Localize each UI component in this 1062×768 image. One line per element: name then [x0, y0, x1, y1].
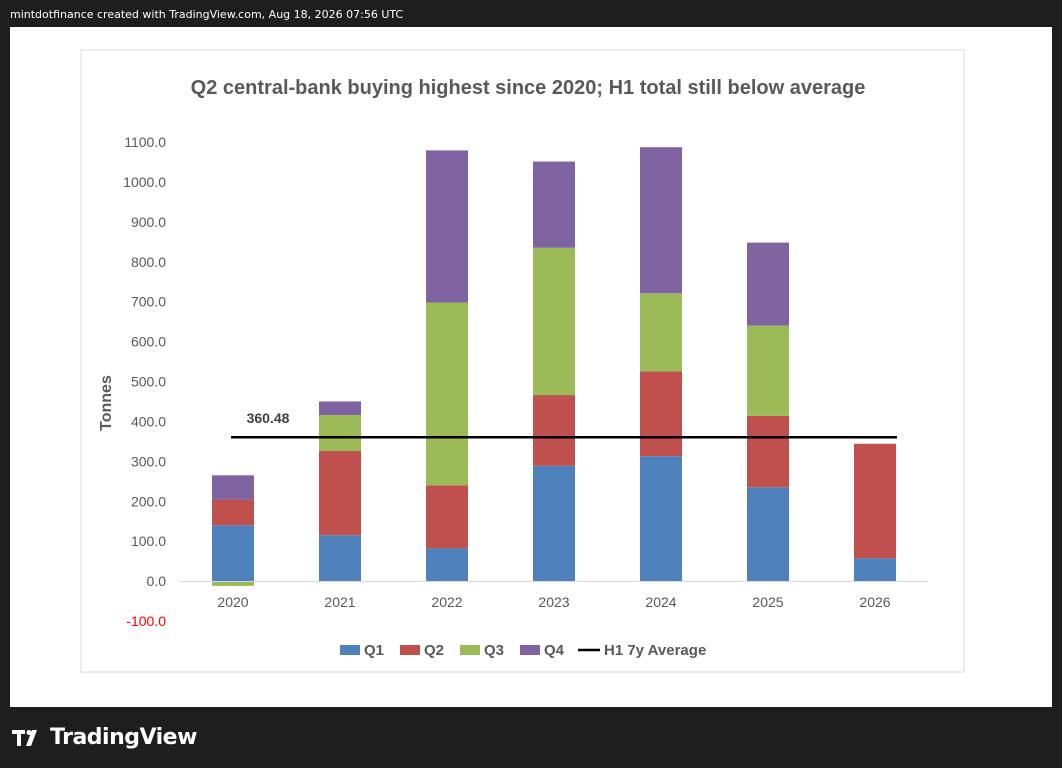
bar-q2-2020 — [212, 499, 254, 526]
bar-q4-2023 — [533, 161, 575, 248]
bar-q4-2020 — [212, 475, 254, 500]
brand-name: TradingView — [50, 725, 197, 750]
bar-q4-2024 — [640, 147, 682, 294]
x-tick-label: 2020 — [217, 594, 248, 610]
x-tick-label: 2024 — [645, 594, 676, 610]
bar-q1-2026 — [854, 558, 896, 582]
bar-q1-2020 — [212, 525, 254, 582]
bar-q2-2025 — [747, 415, 789, 488]
legend-label-q3: Q3 — [484, 642, 504, 659]
legend-swatch-q3 — [460, 645, 480, 655]
bar-q3-2025 — [747, 325, 789, 416]
bar-q2-2026 — [854, 443, 896, 559]
chart-title: Q2 central-bank buying highest since 202… — [191, 77, 866, 99]
y-tick-label: 600.0 — [131, 334, 166, 350]
y-tick-label: 700.0 — [131, 294, 166, 310]
y-axis-label: Tonnes — [98, 375, 115, 431]
legend-swatch-q1 — [340, 645, 360, 655]
bar-q4-2021 — [319, 401, 361, 416]
y-tick-label: 400.0 — [131, 413, 166, 429]
legend-label-average: H1 7y Average — [604, 642, 706, 659]
bar-q2-2021 — [319, 450, 361, 536]
bar-q2-2023 — [533, 395, 575, 466]
bar-q3-2024 — [640, 293, 682, 372]
legend-label-q1: Q1 — [364, 642, 384, 659]
y-tick-label: 300.0 — [131, 453, 166, 469]
y-tick-label: 500.0 — [131, 374, 166, 390]
chart: Q2 central-bank buying highest since 202… — [80, 49, 965, 673]
bar-q3-2023 — [533, 247, 575, 396]
bar-q2-2024 — [640, 371, 682, 457]
bar-q3-2022 — [426, 302, 468, 486]
x-tick-label: 2025 — [752, 594, 783, 610]
bar-q4-2022 — [426, 150, 468, 303]
legend-swatch-q2 — [400, 645, 420, 655]
attribution-text: mintdotfinance created with TradingView.… — [10, 8, 404, 21]
bar-q4-2025 — [747, 242, 789, 326]
bar-q1-2022 — [426, 548, 468, 582]
bar-q3-2021 — [319, 415, 361, 451]
legend-label-q4: Q4 — [544, 642, 565, 659]
x-tick-label: 2023 — [538, 594, 569, 610]
y-tick-label: 900.0 — [131, 214, 166, 230]
y-tick-label: 1100.0 — [124, 134, 166, 150]
bar-q2-2022 — [426, 485, 468, 549]
bar-q1-2021 — [319, 535, 361, 582]
bar-q1-2024 — [640, 456, 682, 582]
bar-q1-2023 — [533, 465, 575, 582]
x-tick-label: 2021 — [324, 594, 355, 610]
bar-q1-2025 — [747, 487, 789, 582]
y-tick-label: 800.0 — [131, 254, 166, 270]
chart-frame: Q2 central-bank buying highest since 202… — [10, 27, 1052, 707]
y-tick-label: 0.0 — [147, 573, 167, 589]
x-tick-label: 2026 — [859, 594, 890, 610]
legend-label-q2: Q2 — [424, 642, 444, 659]
y-tick-label: -100.0 — [126, 613, 166, 629]
y-tick-label: 1000.0 — [123, 174, 166, 190]
y-tick-label: 200.0 — [131, 493, 166, 509]
tradingview-logo-icon — [12, 729, 37, 746]
bar-q3-2020 — [212, 581, 254, 586]
x-tick-label: 2022 — [431, 594, 462, 610]
brand: TradingView — [12, 725, 197, 750]
h1-average-label: 360.48 — [247, 410, 290, 426]
legend-swatch-q4 — [520, 645, 540, 655]
y-tick-label: 100.0 — [131, 533, 166, 549]
